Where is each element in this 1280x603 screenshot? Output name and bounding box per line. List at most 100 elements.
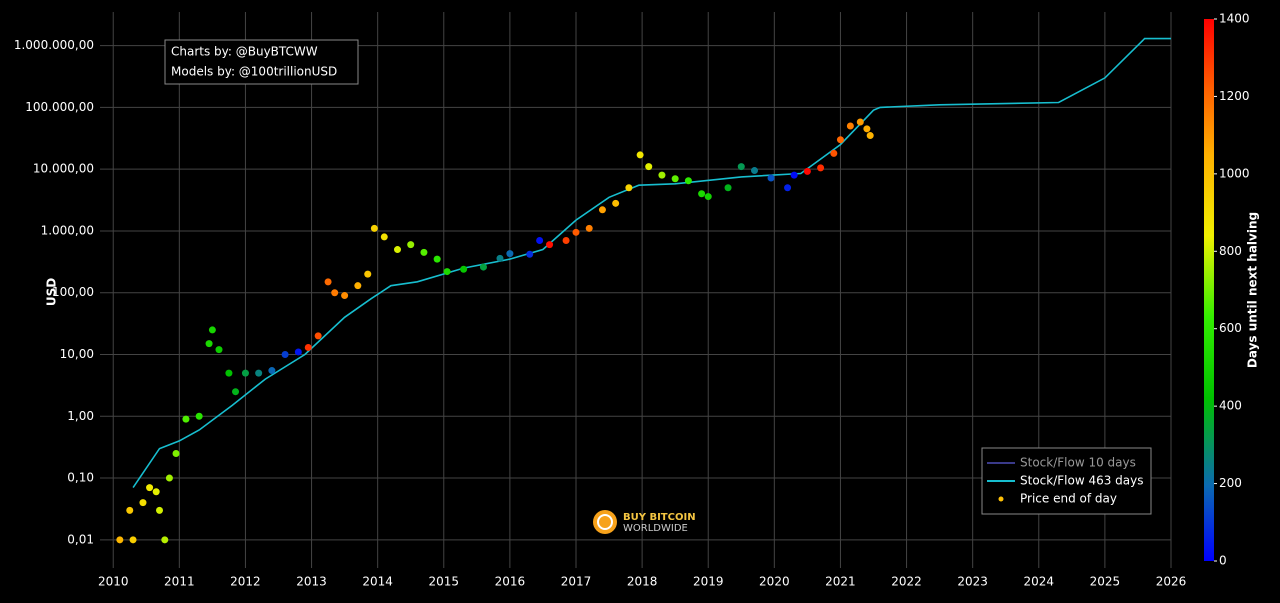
x-tick-label: 2024 (1024, 575, 1055, 589)
price-point (420, 248, 428, 256)
annotation: Models by: @100trillionUSD (171, 65, 337, 79)
price-point (625, 184, 633, 192)
colorbar-tick-label: 800 (1219, 244, 1242, 258)
price-point (836, 136, 844, 144)
y-tick-label: 1,00 (67, 409, 94, 423)
colorbar-tick-label: 1200 (1219, 89, 1250, 103)
price-point (645, 163, 653, 171)
x-tick-label: 2025 (1090, 575, 1121, 589)
price-point (139, 499, 147, 507)
price-point (863, 125, 871, 133)
price-point (129, 536, 137, 544)
y-axis-title: USD (45, 278, 59, 306)
price-point (126, 506, 134, 514)
colorbar-tick-label: 200 (1219, 476, 1242, 490)
x-tick-label: 2010 (98, 575, 129, 589)
x-tick-label: 2012 (230, 575, 261, 589)
logo (593, 510, 617, 534)
y-tick-label: 1.000.000,00 (14, 38, 94, 52)
price-point (479, 263, 487, 271)
price-point (354, 282, 362, 290)
colorbar-tick-label: 1400 (1219, 12, 1250, 26)
price-point (232, 388, 240, 396)
price-point (585, 224, 593, 232)
price-point (572, 228, 580, 236)
colorbar-title: Days until next halving (1246, 212, 1260, 368)
price-point (433, 255, 441, 263)
price-point (370, 224, 378, 232)
x-tick-label: 2014 (362, 575, 393, 589)
price-point (546, 241, 554, 249)
x-tick-label: 2017 (561, 575, 592, 589)
logo (597, 514, 613, 530)
x-tick-label: 2019 (693, 575, 724, 589)
price-point (156, 506, 163, 514)
price-point (724, 184, 732, 192)
price-point (324, 278, 332, 286)
legend-label: Stock/Flow 463 days (1020, 474, 1144, 488)
legend-label: Price end of day (1020, 492, 1117, 506)
watermark: BUY BITCOIN (623, 512, 696, 523)
watermark: WORLDWIDE (623, 523, 688, 534)
price-point (255, 369, 263, 377)
price-point (294, 348, 302, 356)
x-tick-label: 2026 (1156, 575, 1187, 589)
x-tick-label: 2020 (759, 575, 790, 589)
price-point (443, 268, 451, 276)
price-point (612, 199, 620, 207)
price-point (407, 241, 415, 249)
model-line (132, 37, 1171, 489)
annotation-box (164, 39, 359, 85)
price-point (281, 351, 289, 359)
price-point (152, 488, 160, 496)
price-point (767, 174, 775, 182)
price-point (856, 118, 864, 126)
y-tick-label: 10.000,00 (33, 162, 94, 176)
y-tick-label: 100,00 (52, 285, 94, 299)
price-point (866, 132, 874, 140)
price-point (562, 237, 570, 245)
price-point (684, 177, 692, 185)
price-point (526, 250, 534, 258)
price-point (790, 171, 798, 179)
price-point (146, 484, 154, 492)
price-point (314, 332, 322, 340)
price-point (205, 340, 213, 348)
price-point (380, 233, 388, 241)
price-point (496, 254, 504, 262)
annotation: Charts by: @BuyBTCWW (171, 45, 318, 59)
legend-symbol (998, 496, 1004, 502)
colorbar-tick-label: 0 (1219, 554, 1227, 568)
y-tick-label: 0,10 (67, 471, 94, 485)
price-point (215, 346, 223, 354)
price-point (172, 449, 180, 457)
colorbar-tick-label: 1000 (1219, 166, 1250, 180)
x-tick-label: 2011 (164, 575, 195, 589)
y-tick-label: 0,01 (67, 532, 94, 546)
price-point (161, 536, 169, 544)
y-tick-label: 100.000,00 (25, 100, 94, 114)
price-point (803, 167, 811, 175)
price-point (225, 369, 233, 377)
price-point (784, 184, 792, 192)
price-point (341, 292, 349, 300)
price-point (598, 206, 606, 214)
price-point (671, 175, 679, 183)
colorbar (1204, 19, 1214, 561)
price-point (846, 122, 854, 130)
price-point (506, 250, 514, 258)
price-point (116, 536, 124, 544)
price-point (241, 369, 249, 377)
price-point (698, 190, 706, 198)
x-tick-label: 2021 (825, 575, 856, 589)
price-point (704, 193, 712, 201)
x-tick-label: 2022 (891, 575, 922, 589)
price-point (830, 149, 838, 157)
x-tick-label: 2016 (495, 575, 526, 589)
x-tick-label: 2023 (957, 575, 988, 589)
price-point (460, 265, 468, 273)
y-tick-label: 10,00 (60, 347, 94, 361)
price-point (817, 164, 825, 172)
x-tick-label: 2015 (429, 575, 460, 589)
